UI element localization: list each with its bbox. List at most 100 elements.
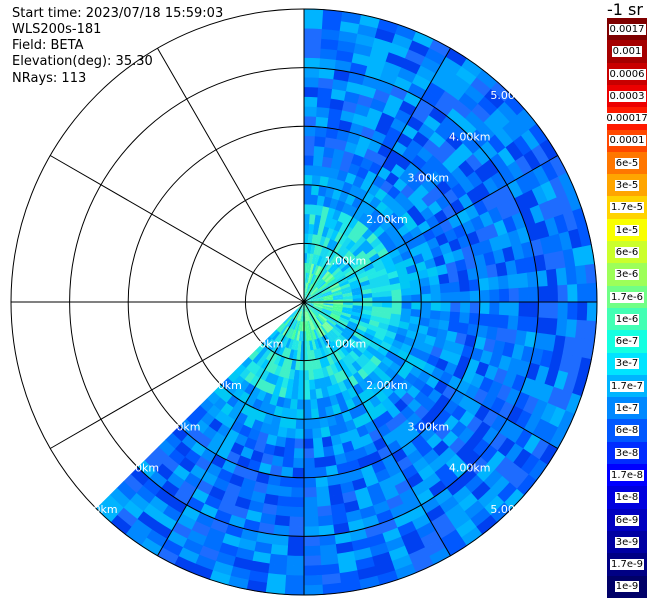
ppi-gate [340,314,351,321]
ppi-gate [414,332,428,344]
ppi-gate [263,493,279,506]
ppi-gate [454,332,468,346]
ppi-gate [328,374,338,386]
ppi-gate [320,426,331,439]
ppi-gate [324,274,334,283]
ppi-gate [301,302,304,312]
ppi-gate [255,471,270,485]
ppi-gate [352,294,363,299]
ppi-gate [418,277,431,288]
ppi-gate [476,324,489,339]
ppi-gate [369,315,382,323]
ppi-gate [565,189,583,212]
ppi-gate [459,302,471,314]
ppi-gate [441,430,459,448]
ppi-gate [329,314,340,322]
ppi-gate [280,407,290,419]
ppi-gate [148,495,169,514]
ppi-gate [526,316,539,334]
ppi-gate [166,529,188,548]
ppi-gate [312,275,319,286]
ppi-gate [328,167,340,180]
ppi-gate [199,503,219,519]
ppi-gate [404,48,426,66]
ppi-gate [360,258,373,269]
ppi-gate [281,326,290,337]
ppi-gate [328,316,339,325]
ppi-gate [489,153,508,173]
ppi-gate [545,317,558,337]
ppi-gate [305,282,308,293]
ppi-gate [311,307,320,316]
ppi-gate [482,469,503,490]
ppi-gate [330,503,346,516]
ppi-gate [313,303,324,306]
ppi-gate [172,425,189,442]
ppi-gate [503,488,525,511]
ppi-gate [430,513,451,532]
ppi-gate [388,248,401,260]
ppi-gate [371,291,383,298]
ppi-gate [358,212,370,225]
ppi-gate [401,294,412,303]
ppi-gate [363,216,376,229]
ppi-gate [314,135,327,148]
ppi-gate [458,160,476,178]
ppi-gate [160,479,180,498]
ppi-gate [286,328,293,339]
ppi-gate [311,339,317,351]
ppi-gate [332,443,345,456]
ppi-gate [347,320,359,329]
ppi-gate [450,166,468,184]
ppi-gate [258,345,269,357]
ppi-gate [368,220,381,234]
ppi-gate [303,555,322,567]
ppi-gate [381,290,393,298]
ppi-gate [389,503,408,520]
ppi-gate [264,338,275,349]
ppi-gate [313,294,323,299]
ppi-gate [355,33,376,48]
ppi-gate [237,486,254,501]
ppi-gate [428,275,441,286]
ppi-gate [434,123,453,141]
ppi-gate [498,166,517,186]
ppi-gate [497,147,516,168]
ppi-gate [359,239,371,251]
ppi-gate [130,518,153,538]
ppi-gate [487,450,506,471]
ppi-gate [268,553,288,566]
ppi-gate [483,251,497,267]
ppi-gate [458,92,479,112]
ppi-gate [359,353,371,365]
ppi-gate [323,296,334,300]
ppi-gate [352,246,364,258]
ppi-gate [380,252,393,264]
ppi-gate [303,526,320,537]
ppi-gate [276,495,292,508]
ppi-gate [303,457,315,469]
ppi-gate [336,321,347,330]
ppi-gate [326,385,336,397]
ppi-gate [355,235,367,247]
ppi-gate [325,127,339,140]
ppi-gate [310,273,316,284]
ppi-gate [502,246,516,263]
ppi-gate [330,284,341,291]
ppi-gate [161,538,184,557]
ppi-gate [446,107,466,127]
ppi-gate [411,107,430,124]
ppi-gate [586,302,598,323]
ppi-gate [334,231,344,243]
ppi-gate [172,488,192,506]
ppi-gate [327,331,337,342]
ppi-gate [208,485,226,501]
ppi-gate [316,338,323,349]
ppi-gate [567,302,578,321]
ppi-gate [311,289,321,297]
ppi-gate [562,210,579,233]
ppi-gate [311,359,318,371]
ppi-gate [425,433,443,450]
ppi-gate [313,296,324,301]
ppi-gate [336,336,346,347]
